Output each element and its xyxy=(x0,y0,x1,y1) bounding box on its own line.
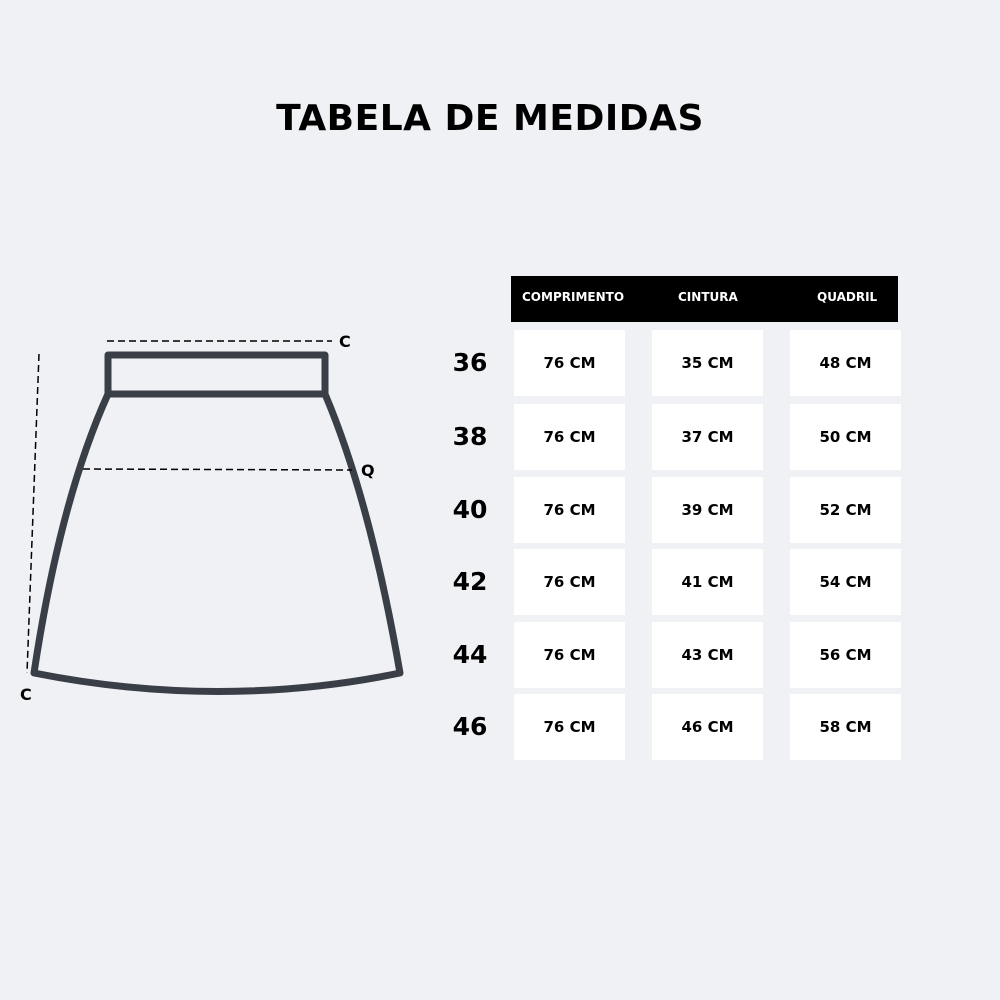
table-cell: 76 CM xyxy=(514,694,625,760)
skirt-outline xyxy=(30,392,404,695)
table-cell: 76 CM xyxy=(514,622,625,688)
hip-measure-line xyxy=(82,468,353,471)
table-cell: 54 CM xyxy=(790,549,901,615)
size-label: 38 xyxy=(452,422,488,451)
length-label: C xyxy=(20,685,32,704)
size-label: 44 xyxy=(452,640,488,669)
table-cell: 56 CM xyxy=(790,622,901,688)
table-cell: 43 CM xyxy=(652,622,763,688)
header-quadril: QUADRIL xyxy=(817,290,878,304)
table-cell: 76 CM xyxy=(514,549,625,615)
table-cell: 48 CM xyxy=(790,330,901,396)
waist-label: C xyxy=(339,332,351,351)
table-cell: 76 CM xyxy=(514,477,625,543)
table-cell: 39 CM xyxy=(652,477,763,543)
header-comprimento: COMPRIMENTO xyxy=(522,290,625,304)
table-cell: 41 CM xyxy=(652,549,763,615)
table-cell: 76 CM xyxy=(514,404,625,470)
size-label: 46 xyxy=(452,712,488,741)
page-title: TABELA DE MEDIDAS xyxy=(276,98,704,139)
table-cell: 52 CM xyxy=(790,477,901,543)
header-cintura: CINTURA xyxy=(678,290,738,304)
size-label: 42 xyxy=(452,567,488,596)
table-cell: 46 CM xyxy=(652,694,763,760)
length-measure-line xyxy=(26,353,40,674)
table-cell: 50 CM xyxy=(790,404,901,470)
hip-label: Q xyxy=(361,461,375,480)
waistband xyxy=(104,351,329,398)
table-cell: 35 CM xyxy=(652,330,763,396)
table-header: COMPRIMENTO CINTURA QUADRIL xyxy=(511,276,898,322)
size-label: 40 xyxy=(452,495,488,524)
table-cell: 37 CM xyxy=(652,404,763,470)
size-label: 36 xyxy=(452,348,488,377)
table-cell: 76 CM xyxy=(514,330,625,396)
table-cell: 58 CM xyxy=(790,694,901,760)
